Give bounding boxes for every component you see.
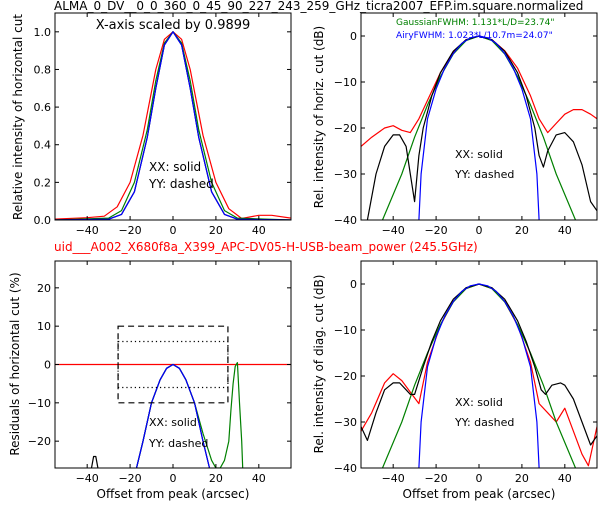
y-tick-label: 0.4 (34, 139, 52, 152)
panel-top-left: −40 −20 0 20 40 0.0 0.2 0.4 0.6 0.8 1.0 X-axis sca… (11, 12, 292, 237)
y-axis-label: Relative intensity of horizontal cut (11, 14, 25, 220)
x-tick-label: −20 (424, 472, 447, 485)
y-tick-label: −40 (334, 462, 357, 475)
axes-frame (360, 12, 598, 221)
series-line-black (90, 455, 99, 468)
y-tick-label: 20 (37, 282, 51, 295)
y-tick-label: −30 (334, 168, 357, 181)
x-axis-label: Offset from peak (arcsec) (403, 487, 556, 501)
residual-box-dashed (117, 325, 229, 404)
xx-solid-note: XX: solid (149, 416, 197, 429)
y-tick-label: −10 (28, 397, 51, 410)
mid-title: uid___A002_X680f8a_X399_APC-DV05-H-USB-b… (54, 240, 478, 254)
xx-solid-note: XX: solid (455, 148, 503, 161)
series-line-red (361, 35, 597, 147)
y-tick-label: −30 (334, 416, 357, 429)
series-line-blue (55, 31, 291, 220)
x-tick-label: 20 (515, 224, 529, 237)
panel-bottom-left: −40 −20 0 20 40 −20 −10 0 10 20 XX: solid YY: das… (8, 260, 292, 501)
x-tick-label: 40 (558, 472, 572, 485)
series-line-blue (418, 35, 540, 220)
airy-fwhm-legend: AiryFWHM: 1.023*L/10.7m=24.07" (396, 31, 553, 41)
scale-annotation: X-axis scaled by 0.9899 (96, 18, 251, 33)
y-tick-label: 0 (44, 359, 51, 372)
x-tick-label: 0 (476, 224, 483, 237)
series-line-blue (135, 363, 211, 468)
residual-box-dotted (117, 340, 229, 389)
x-tick-label: 20 (209, 472, 223, 485)
y-tick-label: 0.8 (34, 63, 52, 76)
y-tick-label: −10 (334, 76, 357, 89)
x-tick-label: 40 (252, 224, 266, 237)
x-tick-label: 0 (170, 224, 177, 237)
xx-solid-note: XX: solid (455, 396, 503, 409)
y-axis-label: Rel. intensity of diag. cut (dB) (312, 275, 326, 454)
panel-bottom-right: −40 −20 0 20 40 −40 −30 −20 −10 0 XX: solid YY: d… (312, 260, 598, 501)
x-tick-label: −20 (118, 224, 141, 237)
x-tick-label: −40 (382, 224, 405, 237)
x-tick-label: −40 (382, 472, 405, 485)
x-tick-label: −20 (424, 224, 447, 237)
y-tick-label: 0.0 (34, 214, 52, 227)
x-axis-label: Offset from peak (arcsec) (97, 487, 250, 501)
x-tick-label: 20 (515, 472, 529, 485)
y-tick-label: 0.2 (34, 176, 52, 189)
y-tick-label: −20 (28, 435, 51, 448)
y-tick-label: −20 (334, 370, 357, 383)
panel-top-right: −40 −20 0 20 40 −40 −30 −20 −10 0 GaussianFWHM: 1… (312, 12, 598, 237)
y-tick-label: 10 (37, 320, 51, 333)
top-title: ALMA_0_DV__0_0_360_0_45_90_227_243_259_G… (54, 0, 583, 13)
gaussian-fwhm-legend: GaussianFWHM: 1.131*L/D=23.74" (396, 18, 554, 28)
y-axis-label: Residuals of horizontal cut (%) (8, 272, 22, 455)
series-line-green (55, 31, 291, 220)
x-tick-label: −40 (76, 472, 99, 485)
yy-dashed-note: YY: dashed (454, 168, 514, 181)
x-tick-label: 0 (170, 472, 177, 485)
x-tick-label: 40 (558, 224, 572, 237)
series-line-green (381, 283, 577, 468)
x-tick-label: −20 (118, 472, 141, 485)
series-line-red (55, 31, 291, 220)
y-tick-label: −20 (334, 122, 357, 135)
yy-dashed-note: YY: dashed (454, 416, 514, 429)
x-tick-label: −40 (76, 224, 99, 237)
series-line-red (361, 283, 597, 467)
series-line-black (55, 31, 291, 220)
y-tick-label: 0 (350, 30, 357, 43)
x-tick-label: 0 (476, 472, 483, 485)
series-line-black (366, 35, 597, 220)
y-tick-label: 0 (350, 278, 357, 291)
xx-solid-note: XX: solid (149, 160, 201, 174)
y-tick-label: −10 (334, 324, 357, 337)
y-axis-label: Rel. intensity of horiz. cut (dB) (312, 26, 326, 208)
y-tick-label: 0.6 (34, 101, 52, 114)
x-tick-label: 40 (252, 472, 266, 485)
y-tick-label: 1.0 (34, 26, 52, 39)
yy-dashed-note: YY: dashed (148, 177, 214, 191)
series-line-green (381, 35, 577, 220)
x-tick-label: 20 (209, 224, 223, 237)
y-tick-label: −40 (334, 214, 357, 227)
axes-frame (360, 260, 598, 469)
series-line-blue (418, 283, 540, 468)
yy-dashed-note: YY: dashed (148, 437, 208, 450)
